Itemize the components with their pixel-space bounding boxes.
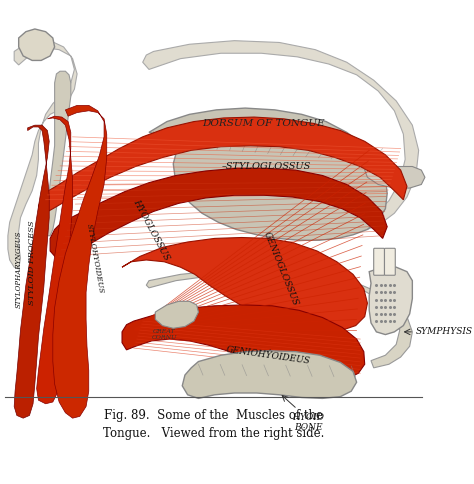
Text: Tongue.   Viewed from the right side.: Tongue. Viewed from the right side.	[103, 427, 324, 440]
Text: Fig. 89.  Some of the  Muscles of the: Fig. 89. Some of the Muscles of the	[104, 409, 323, 422]
Text: STYLOPHARYNGEUS: STYLOPHARYNGEUS	[15, 230, 23, 308]
Polygon shape	[143, 41, 419, 229]
Polygon shape	[50, 168, 387, 258]
Polygon shape	[365, 157, 425, 188]
Polygon shape	[38, 117, 407, 215]
Polygon shape	[18, 29, 55, 60]
Text: STYLOID PROCESS: STYLOID PROCESS	[28, 220, 36, 305]
Polygon shape	[36, 116, 73, 404]
Text: HYOID
BONE: HYOID BONE	[292, 413, 324, 432]
Text: GENIOGLOSSUS: GENIOGLOSSUS	[262, 230, 300, 307]
Text: DORSUM OF TONGUE: DORSUM OF TONGUE	[202, 119, 325, 128]
Polygon shape	[8, 41, 77, 269]
FancyBboxPatch shape	[384, 248, 395, 275]
Polygon shape	[182, 351, 356, 398]
Polygon shape	[122, 238, 367, 332]
Polygon shape	[369, 267, 412, 334]
Polygon shape	[155, 302, 199, 328]
Text: HYOGLOSSUS: HYOGLOSSUS	[132, 197, 172, 261]
FancyBboxPatch shape	[374, 248, 384, 275]
Text: GREAT
CORNU: GREAT CORNU	[152, 329, 177, 340]
Polygon shape	[53, 106, 107, 418]
Polygon shape	[146, 269, 412, 368]
Polygon shape	[149, 108, 387, 240]
Text: GENIOHŶOIDEUS: GENIOHŶOIDEUS	[226, 345, 311, 365]
Polygon shape	[46, 71, 71, 236]
Polygon shape	[14, 125, 49, 418]
Text: SYMPHYSIS: SYMPHYSIS	[416, 327, 473, 336]
Text: –STYLOGLOSSUS: –STYLOGLOSSUS	[221, 162, 310, 171]
Polygon shape	[122, 305, 365, 380]
Text: STYLOHYOIDEUS: STYLOHYOIDEUS	[85, 223, 105, 294]
